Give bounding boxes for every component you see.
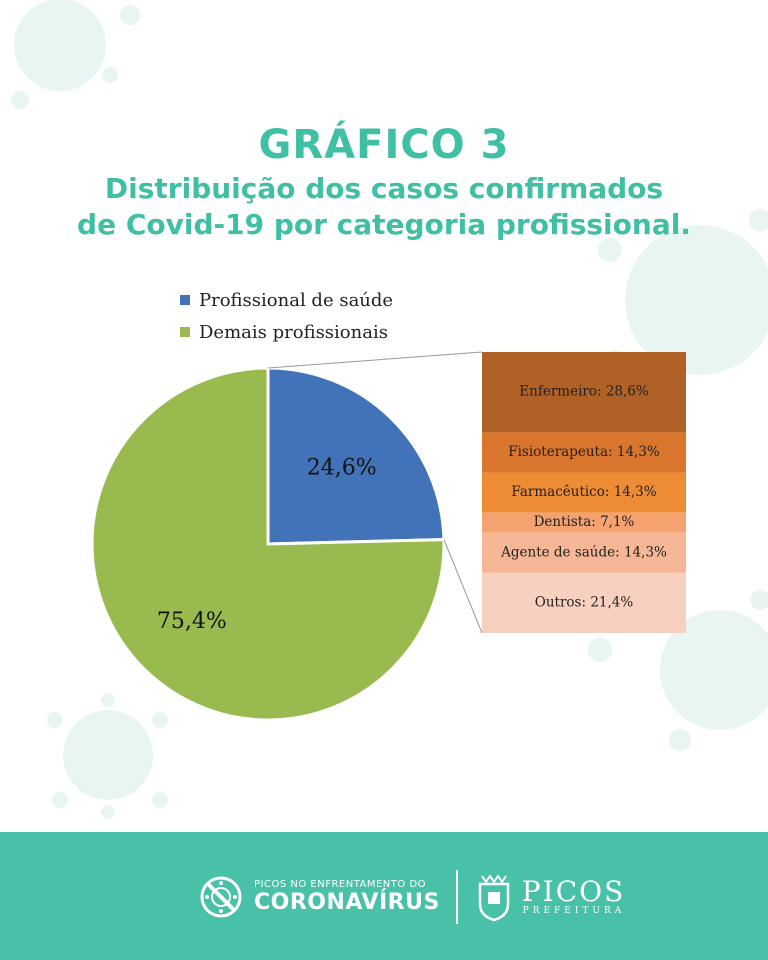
city-logo: PICOS PREFEITURA xyxy=(521,875,626,917)
bar-segment-farmac-utico xyxy=(482,472,686,513)
virus-crossed-icon xyxy=(200,876,242,918)
bar-segment-agente-de-sa-de xyxy=(482,532,686,573)
chart-subtitle-line-2: de Covid-19 por categoria profissional. xyxy=(77,208,691,241)
city-crest-icon xyxy=(478,874,510,922)
bar-label-fisioterapeuta: Fisioterapeuta: 14,3% xyxy=(508,444,660,460)
footer-divider xyxy=(455,870,458,924)
bar-label-outros: Outros: 21,4% xyxy=(535,594,634,610)
pie-of-bar-chart: 24,6% 75,4% Enfermeiro: 28,6% Fisioterapeut… xyxy=(90,351,686,722)
pie-slice-health xyxy=(266,366,446,546)
legend-label-health: Profissional de saúde xyxy=(199,289,394,311)
bar-segment-enfermeiro xyxy=(482,352,686,433)
bar-segment-dentista xyxy=(482,512,686,533)
footer-logos: PICOS NO ENFRENTAMENTO DO CORONAVÍRUS PI… xyxy=(196,862,625,932)
pie-label-health: 24,6% xyxy=(307,455,377,480)
city-name: PICOS xyxy=(521,875,626,908)
chart-subtitle-line-1: Distribuição dos casos confirmados xyxy=(104,172,664,205)
bar-label-dentista: Dentista: 7,1% xyxy=(534,514,635,530)
legend-label-others: Demais profissionais xyxy=(199,321,388,343)
legend-item-health: Profissional de saúde xyxy=(180,284,393,316)
campaign-logo: PICOS NO ENFRENTAMENTO DO CORONAVÍRUS xyxy=(254,879,440,915)
bar-segment-outros xyxy=(482,572,686,633)
legend-item-others: Demais profissionais xyxy=(180,316,393,348)
campaign-big-text: CORONAVÍRUS xyxy=(254,890,440,915)
chart-title: GRÁFICO 3 xyxy=(258,122,510,168)
footer-bar: PICOS NO ENFRENTAMENTO DO CORONAVÍRUS PI… xyxy=(0,832,768,960)
bar-label-agente-de-sa-de: Agente de saúde: 14,3% xyxy=(500,544,667,560)
pie-label-others: 75,4% xyxy=(157,609,227,634)
city-subtitle: PREFEITURA xyxy=(522,906,626,916)
bar-label-farmac-utico: Farmacêutico: 14,3% xyxy=(511,484,656,500)
connector-line-top xyxy=(267,351,483,369)
campaign-small-text: PICOS NO ENFRENTAMENTO DO xyxy=(254,879,427,890)
pie-slice-others xyxy=(90,366,446,722)
connector-line-bottom xyxy=(443,539,483,634)
legend-swatch-others xyxy=(180,327,190,337)
bar-segment-fisioterapeuta xyxy=(482,432,686,473)
bar-label-enfermeiro: Enfermeiro: 28,6% xyxy=(519,384,649,400)
legend-swatch-health xyxy=(180,295,190,305)
legend: Profissional de saúde Demais profissiona… xyxy=(180,284,393,348)
